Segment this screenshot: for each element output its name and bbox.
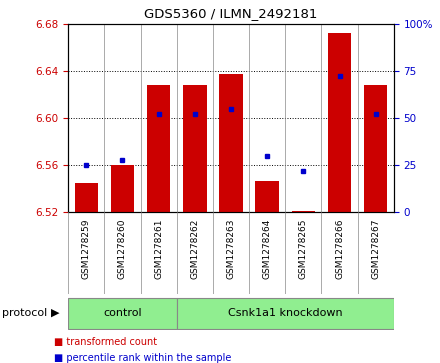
Text: Csnk1a1 knockdown: Csnk1a1 knockdown: [228, 308, 343, 318]
Bar: [328, 33, 351, 212]
Bar: [219, 74, 243, 212]
Text: ■ percentile rank within the sample: ■ percentile rank within the sample: [54, 353, 231, 363]
Bar: [183, 85, 207, 212]
Text: control: control: [103, 308, 142, 318]
Text: GSM1278262: GSM1278262: [191, 219, 199, 279]
Text: ▶: ▶: [51, 308, 59, 318]
Text: protocol: protocol: [2, 308, 48, 318]
Title: GDS5360 / ILMN_2492181: GDS5360 / ILMN_2492181: [144, 7, 318, 20]
Bar: [74, 183, 98, 212]
Text: GSM1278267: GSM1278267: [371, 219, 380, 280]
Text: ■ transformed count: ■ transformed count: [54, 337, 157, 347]
Bar: [292, 211, 315, 212]
Text: GSM1278260: GSM1278260: [118, 219, 127, 280]
Bar: [177, 298, 394, 329]
Text: GSM1278263: GSM1278263: [227, 219, 235, 280]
Bar: [111, 165, 134, 212]
Text: GSM1278266: GSM1278266: [335, 219, 344, 280]
Text: GSM1278261: GSM1278261: [154, 219, 163, 280]
Text: GSM1278259: GSM1278259: [82, 219, 91, 280]
Text: GSM1278265: GSM1278265: [299, 219, 308, 280]
Bar: [256, 180, 279, 212]
Bar: [68, 298, 177, 329]
Text: GSM1278264: GSM1278264: [263, 219, 271, 279]
Bar: [147, 85, 170, 212]
Bar: [364, 85, 388, 212]
